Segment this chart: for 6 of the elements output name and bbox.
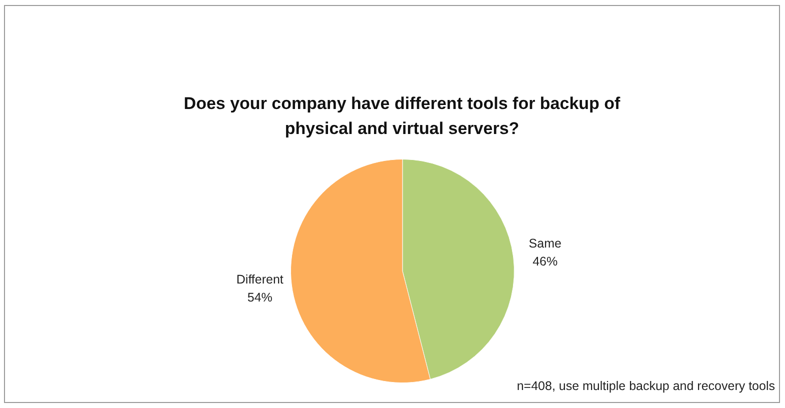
slice-label: Same (528, 236, 562, 250)
slice-label: Different (236, 272, 284, 286)
text: n=408, use multiple backup and recovery tools (516, 379, 775, 393)
chart-title: Does your company have different tools for backup of physical and virtual servers? (182, 93, 622, 140)
data-label: 46% (532, 254, 558, 268)
data-label: 54% (247, 290, 272, 304)
